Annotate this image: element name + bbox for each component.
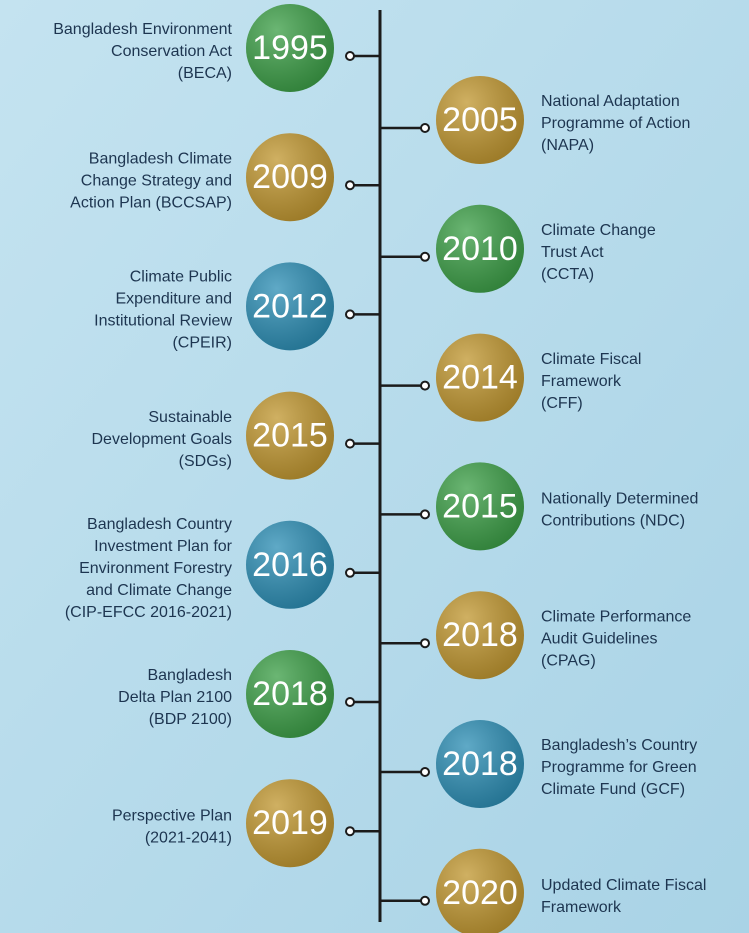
year-circle-shade — [436, 720, 524, 808]
label: Updated Climate Fiscal — [541, 877, 706, 894]
year-circle-shade — [436, 462, 524, 551]
label: Programme for Green — [541, 759, 697, 776]
connector-dot — [420, 123, 430, 133]
label: Sustainable — [148, 409, 232, 426]
year-circle-shade — [246, 650, 334, 738]
label: Institutional Review — [94, 313, 232, 330]
connector-dot — [345, 309, 355, 320]
year-circle-shade — [436, 333, 524, 422]
label: National Adaptation — [541, 93, 680, 110]
connector-dot — [345, 51, 355, 61]
year-circle-shade — [436, 848, 524, 933]
label: Climate Performance — [541, 608, 691, 625]
label: Development Goals — [91, 431, 232, 448]
year-circle-shade — [246, 4, 334, 92]
year: 2005 — [442, 101, 518, 139]
year: 2009 — [252, 158, 328, 196]
label: Delta Plan 2100 — [118, 689, 232, 706]
label: Expenditure and — [115, 291, 232, 308]
year-circle-shade — [246, 262, 334, 351]
label: Climate Public — [130, 269, 232, 286]
year-circle-shade — [246, 133, 334, 222]
year: 2015 — [442, 487, 518, 525]
year: 1995 — [252, 29, 328, 67]
connector-dot — [345, 180, 355, 191]
label: (2021-2041) — [145, 829, 232, 846]
year: 2018 — [442, 616, 518, 654]
label: Climate Fund (GCF) — [541, 781, 685, 798]
label: (BDP 2100) — [149, 711, 232, 728]
year: 2019 — [252, 804, 328, 842]
label: Contributions (NDC) — [541, 513, 685, 530]
label: Bangladesh’s Country — [541, 737, 697, 754]
connector-dot — [420, 767, 430, 777]
label: and Climate Change — [86, 582, 232, 599]
label: Environment Forestry — [79, 560, 232, 577]
label: (CCTA) — [541, 266, 594, 283]
label: Action Plan (BCCSAP) — [70, 194, 232, 211]
year: 2010 — [442, 230, 518, 268]
year: 2018 — [252, 675, 328, 713]
label: (CPEIR) — [172, 335, 232, 352]
connector-dot — [420, 638, 430, 649]
label: (SDGs) — [179, 453, 232, 470]
year: 2020 — [442, 874, 518, 912]
connector-dot — [420, 251, 430, 262]
connector-dot — [345, 697, 355, 707]
label: Climate Change — [541, 222, 656, 239]
label: Framework — [541, 899, 622, 916]
year: 2015 — [252, 417, 328, 455]
label: Bangladesh Country — [87, 516, 232, 533]
label: Nationally Determined — [541, 491, 698, 508]
connector-dot — [345, 567, 355, 578]
connector-dot — [420, 895, 430, 906]
year: 2016 — [252, 546, 328, 584]
connector-dot — [420, 380, 430, 391]
year: 2014 — [442, 359, 518, 397]
connector-dot — [420, 509, 430, 520]
label: (CPAG) — [541, 652, 596, 669]
label: Framework — [541, 373, 622, 390]
label: Conservation Act — [111, 43, 233, 60]
label: Bangladesh — [147, 667, 232, 684]
year-circle-shade — [246, 779, 334, 868]
year-circle-shade — [436, 76, 524, 164]
label: Trust Act — [541, 244, 604, 261]
year: 2012 — [252, 287, 328, 325]
year-circle-shade — [436, 204, 524, 293]
label: Programme of Action — [541, 115, 690, 132]
label: Climate Fiscal — [541, 351, 641, 368]
label: Investment Plan for — [94, 538, 233, 555]
year-circle-shade — [246, 520, 334, 609]
label: Audit Guidelines — [541, 630, 658, 647]
label: Change Strategy and — [81, 172, 232, 189]
label: (CIP-EFCC 2016-2021) — [65, 604, 232, 621]
label: Bangladesh Environment — [53, 21, 232, 38]
year-circle-shade — [436, 591, 524, 680]
year: 2018 — [442, 745, 518, 783]
label: Perspective Plan — [112, 807, 232, 824]
year-circle-shade — [246, 391, 334, 480]
label: Bangladesh Climate — [89, 150, 232, 167]
label: (CFF) — [541, 395, 583, 412]
label: (BECA) — [178, 65, 232, 82]
connector-dot — [345, 826, 355, 837]
connector-dot — [345, 438, 355, 449]
label: (NAPA) — [541, 137, 594, 154]
